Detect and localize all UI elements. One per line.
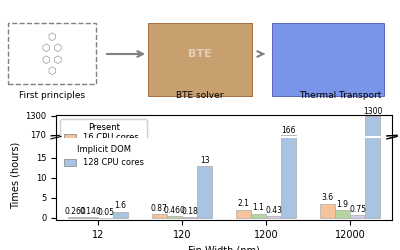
Text: 0.43: 0.43 [265, 206, 282, 215]
Bar [335, 210, 350, 218]
Bar [266, 216, 281, 218]
Text: First principles: First principles [19, 91, 85, 100]
Text: 0.460: 0.460 [164, 206, 185, 215]
Text: BTE solver: BTE solver [176, 91, 224, 100]
Text: 1.9: 1.9 [336, 200, 348, 209]
Text: 0.260: 0.260 [64, 207, 86, 216]
Bar [198, 166, 212, 218]
Text: Times (hours): Times (hours) [11, 142, 21, 208]
Bar [320, 204, 334, 218]
Bar [68, 217, 82, 218]
Text: 1.1: 1.1 [252, 203, 264, 212]
Bar [152, 214, 166, 218]
Bar [282, 0, 296, 218]
Legend: 128 CPU cores: 128 CPU cores [60, 142, 147, 171]
FancyBboxPatch shape [148, 22, 252, 96]
Text: 0.140: 0.140 [80, 207, 101, 216]
Text: 1300: 1300 [363, 106, 382, 116]
Text: 0.18: 0.18 [181, 207, 198, 216]
Text: 1.6: 1.6 [115, 201, 127, 210]
Bar [366, 0, 380, 218]
FancyBboxPatch shape [272, 22, 384, 96]
Bar [236, 210, 250, 218]
Bar [350, 215, 365, 218]
Text: 3.6: 3.6 [321, 193, 333, 202]
Text: 0.75: 0.75 [349, 205, 366, 214]
FancyBboxPatch shape [8, 22, 96, 84]
Bar [366, 116, 380, 138]
Bar [251, 214, 266, 218]
Bar [167, 216, 182, 218]
Bar [114, 212, 128, 218]
Text: 0.87: 0.87 [151, 204, 168, 213]
Text: 0.05: 0.05 [97, 208, 114, 216]
X-axis label: Fin-Width (nm): Fin-Width (nm) [188, 245, 260, 250]
Text: ⬡
⬡ ⬡
⬡ ⬡
⬡: ⬡ ⬡ ⬡ ⬡ ⬡ ⬡ [42, 32, 62, 76]
Bar [182, 217, 197, 218]
Legend: 16 CPU cores, GPU, 128 CPU cores: 16 CPU cores, GPU, 128 CPU cores [60, 119, 147, 167]
Text: 13: 13 [200, 156, 210, 164]
Text: 166: 166 [282, 126, 296, 135]
Bar [282, 135, 296, 138]
Text: Thermal Transport: Thermal Transport [299, 91, 381, 100]
Text: BTE: BTE [188, 49, 212, 59]
Text: 2.1: 2.1 [237, 199, 249, 208]
